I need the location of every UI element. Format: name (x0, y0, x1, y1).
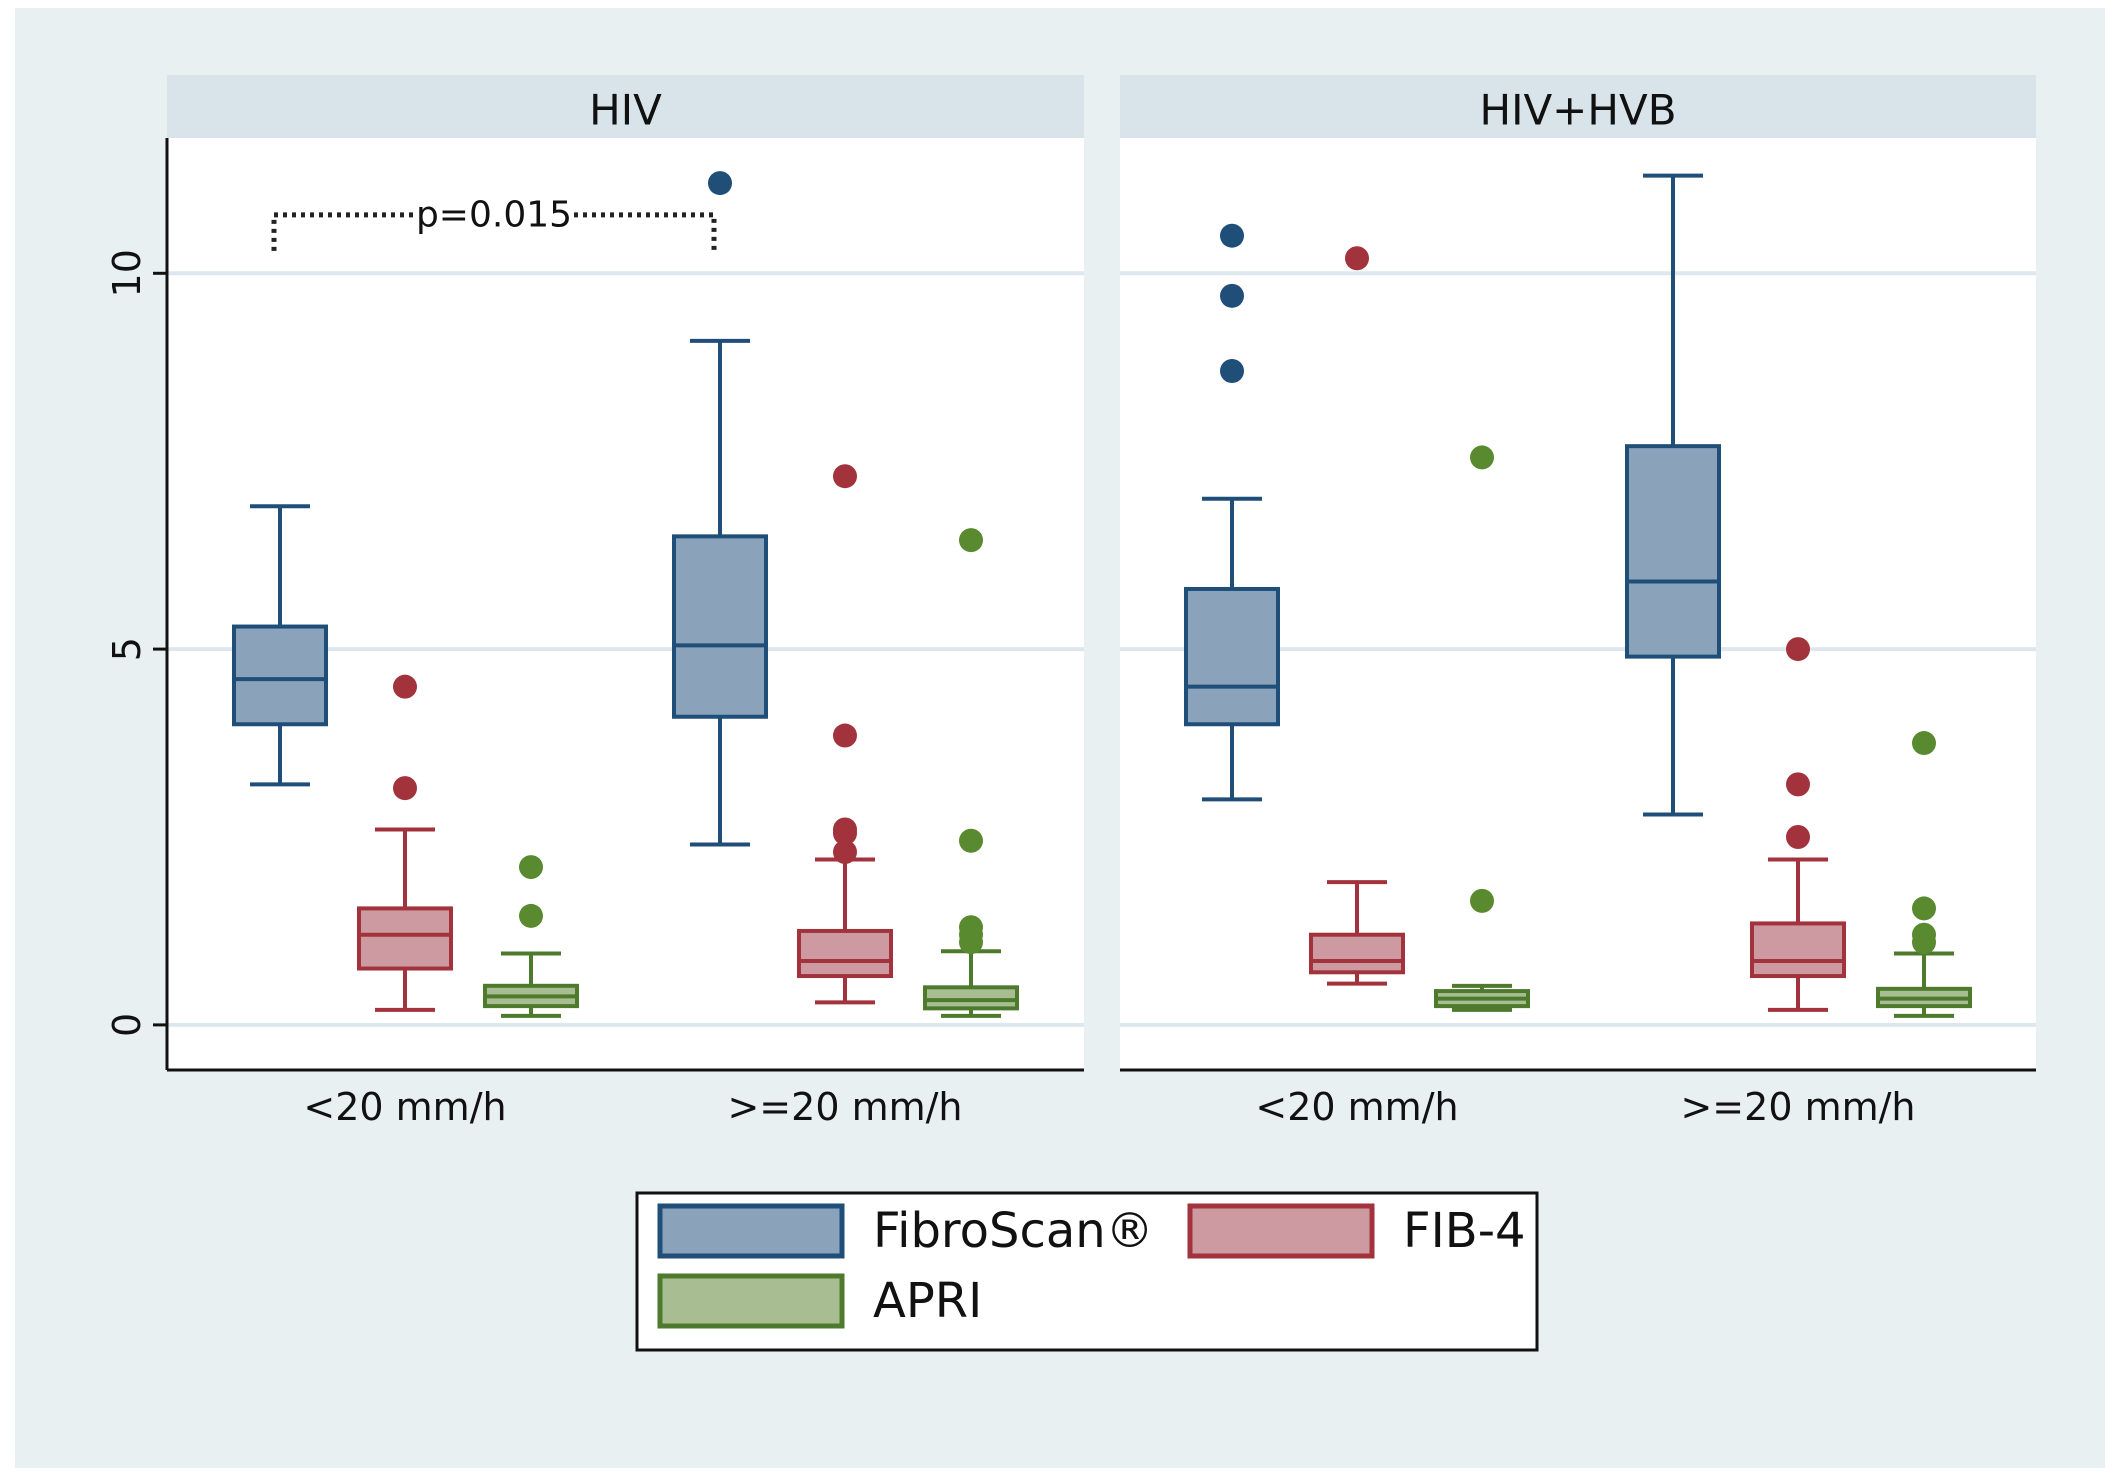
panel-strip (167, 75, 1084, 138)
outlier-point (1786, 825, 1810, 849)
box-fib4 (797, 464, 893, 1005)
outlier-point (1470, 888, 1494, 913)
box-apri (923, 528, 1019, 1018)
outlier-point (1912, 731, 1936, 756)
outlier-point (708, 171, 732, 196)
box-apri (1434, 445, 1530, 1012)
iqr-box (1309, 932, 1405, 975)
x-tick-label: <20 mm/h (1255, 1085, 1458, 1129)
box-apri (1876, 731, 1972, 1018)
legend-swatch (657, 1273, 845, 1329)
panel-2: HIV+HVB <20 mm/h >=20 mm/h (1120, 75, 2036, 1129)
outlier-point (833, 464, 857, 489)
panel-title: HIV (589, 86, 662, 135)
panel-strip (1120, 75, 2036, 138)
legend-swatch (1187, 1203, 1375, 1259)
box-fib4 (1309, 246, 1405, 986)
iqr-box (1625, 444, 1721, 659)
box-fibroscan (1184, 223, 1280, 802)
outlier-point (393, 674, 417, 699)
outlier-point (519, 855, 543, 880)
outlier-point (959, 828, 983, 853)
iqr-box (1184, 586, 1280, 727)
iqr-box (1750, 921, 1846, 979)
outlier-point (959, 528, 983, 553)
box-fibroscan (672, 171, 768, 847)
outlier-point (1345, 246, 1369, 271)
outlier-point (1220, 223, 1244, 248)
x-tick-label: >=20 mm/h (1680, 1085, 1915, 1129)
legend-label: APRI (873, 1273, 982, 1329)
panel-title: HIV+HVB (1479, 86, 1676, 135)
x-tick-label: >=20 mm/h (727, 1085, 962, 1129)
box-apri (483, 855, 579, 1018)
legend-item-fib4: FIB-4 (1187, 1203, 1526, 1259)
legend: FibroScan® FIB-4 APRI (635, 1191, 1539, 1352)
outlier-point (1912, 922, 1936, 947)
legend-label: FIB-4 (1403, 1203, 1526, 1259)
bracket-left (271, 212, 414, 251)
iqr-box (232, 624, 328, 727)
outlier-point (1786, 637, 1810, 662)
outlier-point (833, 723, 857, 748)
x-tick-label: <20 mm/h (303, 1085, 506, 1129)
outlier-point (519, 903, 543, 928)
y-tick-label: 5 (105, 637, 149, 661)
legend-swatch (657, 1203, 845, 1259)
outlier-point (1912, 896, 1936, 921)
outlier-point (1220, 283, 1244, 308)
outlier-point (1786, 772, 1810, 797)
box-fibroscan (232, 504, 328, 787)
y-tick-label: 10 (105, 249, 149, 297)
p-value-label: p=0.015 (416, 194, 572, 235)
iqr-box (357, 906, 453, 971)
box-fib4 (357, 674, 453, 1012)
outlier-point (1220, 359, 1244, 383)
bracket-right (574, 212, 717, 251)
legend-label: FibroScan® (873, 1203, 1154, 1259)
outlier-point (833, 840, 857, 865)
legend-item-apri: APRI (657, 1273, 982, 1329)
plot-area (167, 138, 1084, 1070)
box-fib4 (1750, 637, 1846, 1012)
outlier-point (959, 915, 983, 940)
outlier-point (1470, 445, 1494, 470)
iqr-box (923, 985, 1019, 1011)
iqr-box (797, 928, 893, 979)
box-fibroscan (1625, 173, 1721, 817)
legend-item-fibroscan: FibroScan® (657, 1203, 1154, 1259)
outlier-point (393, 776, 417, 801)
y-tick-label: 0 (105, 1013, 149, 1037)
panel-1: HIV 0 5 10 <20 mm/h >=20 mm/h p=0.015 (105, 75, 1084, 1129)
iqr-box (672, 534, 768, 719)
outlier-point (833, 817, 857, 842)
significance-annotation: p=0.015 (271, 194, 717, 251)
